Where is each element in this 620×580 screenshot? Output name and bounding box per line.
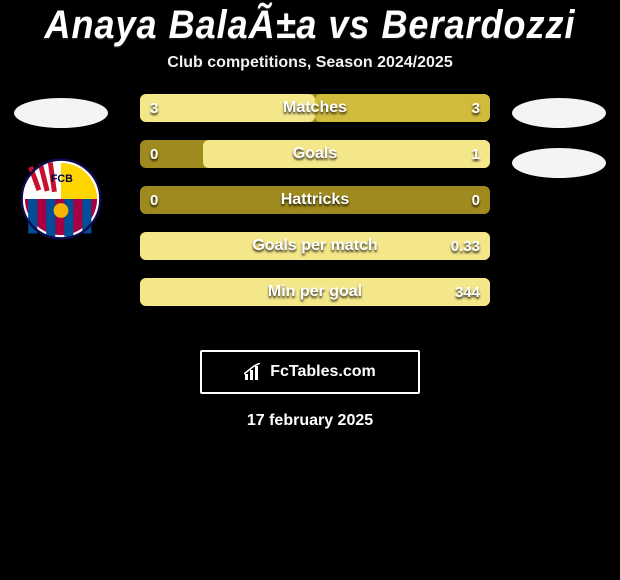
stat-bar-label: Matches: [140, 94, 490, 122]
stat-bar-value-right: 1: [472, 140, 480, 168]
stat-bar-goals: 0 Goals 1: [140, 140, 490, 168]
stat-bar-min-per-goal: Min per goal 344: [140, 278, 490, 306]
stat-bar-label: Goals per match: [140, 232, 490, 260]
page-subtitle: Club competitions, Season 2024/2025: [0, 54, 620, 72]
page-root: Anaya BalaÃ±a vs Berardozzi Club competi…: [0, 0, 620, 580]
comparison-area: FCB 3 Matches 3 0 Goals 1 0: [0, 88, 620, 348]
branding-box[interactable]: FcTables.com: [200, 350, 420, 394]
stat-bar-matches: 3 Matches 3: [140, 94, 490, 122]
stat-bar-hattricks: 0 Hattricks 0: [140, 186, 490, 214]
club-crest-left: FCB: [20, 158, 102, 240]
stat-bar-goals-per-match: Goals per match 0.33: [140, 232, 490, 260]
stat-bar-value-right: 3: [472, 94, 480, 122]
page-title: Anaya BalaÃ±a vs Berardozzi: [0, 2, 620, 48]
right-player-badge-placeholder-2: [512, 148, 606, 178]
stat-bar-value-right: 0.33: [451, 232, 480, 260]
stat-bar-value-right: 0: [472, 186, 480, 214]
stat-bars: 3 Matches 3 0 Goals 1 0 Hattricks 0 Go: [140, 94, 490, 324]
branding-label: FcTables.com: [270, 363, 376, 381]
stat-bar-label: Min per goal: [140, 278, 490, 306]
stat-bar-label: Goals: [140, 140, 490, 168]
stat-bar-label: Hattricks: [140, 186, 490, 214]
svg-text:FCB: FCB: [51, 173, 73, 185]
left-player-badge-placeholder: [14, 98, 108, 128]
date-label: 17 february 2025: [0, 412, 620, 430]
right-player-badge-placeholder-1: [512, 98, 606, 128]
stat-bar-value-right: 344: [455, 278, 480, 306]
bar-chart-icon: [244, 363, 264, 381]
barcelona-crest-icon: FCB: [20, 158, 102, 240]
